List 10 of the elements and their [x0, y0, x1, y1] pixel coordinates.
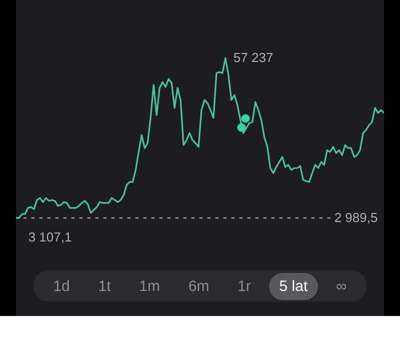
text: 1d [52, 276, 71, 296]
data-label: 57 237 [233, 50, 274, 65]
ref-line-label: 2 989,5 [334, 210, 378, 225]
data-label: 3 107,1 [28, 230, 72, 245]
text: 1m [138, 276, 161, 296]
text: 5 lat [269, 272, 318, 300]
text: ∞ [335, 276, 348, 296]
text: 1r [236, 276, 252, 296]
text: 6m [187, 276, 210, 296]
text: 1t [97, 276, 112, 296]
